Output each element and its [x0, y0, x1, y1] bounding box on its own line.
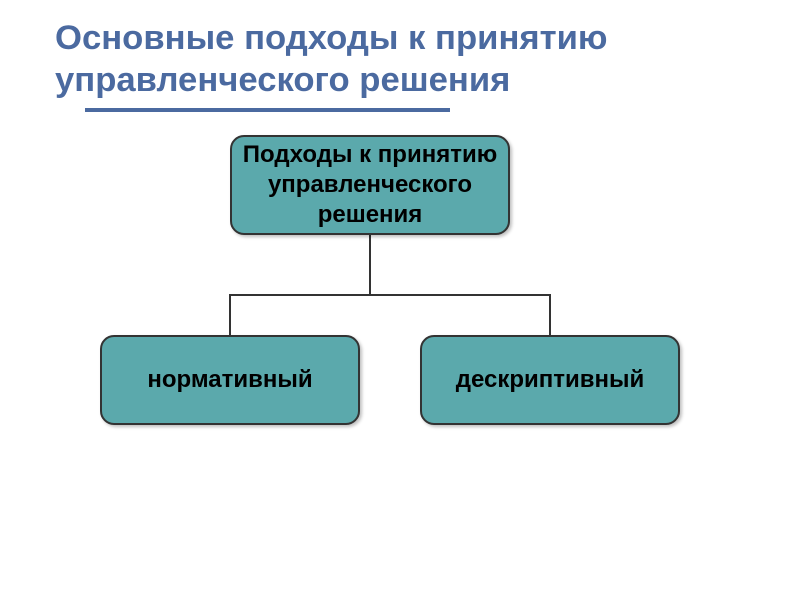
- slide-title: Основные подходы к принятию управленческ…: [55, 18, 675, 101]
- slide: Основные подходы к принятию управленческ…: [0, 0, 800, 600]
- tree-node-normative: нормативный: [100, 335, 360, 425]
- tree-node-root: Подходы к принятию управленческого решен…: [230, 135, 510, 235]
- tree-node-descriptive: дескриптивный: [420, 335, 680, 425]
- title-underline: [85, 108, 450, 112]
